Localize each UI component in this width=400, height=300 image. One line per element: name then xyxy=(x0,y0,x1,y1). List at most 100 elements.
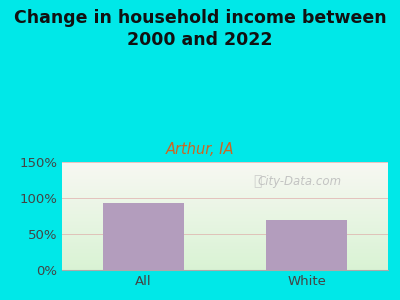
Bar xyxy=(62,214,388,215)
Bar xyxy=(62,219,388,220)
Bar xyxy=(62,183,388,184)
Bar xyxy=(62,248,388,249)
Bar xyxy=(62,227,388,228)
Bar xyxy=(62,265,388,266)
Bar xyxy=(103,203,184,270)
Bar xyxy=(62,203,388,204)
Bar xyxy=(62,168,388,169)
Bar xyxy=(62,198,388,199)
Bar xyxy=(62,263,388,264)
Bar xyxy=(62,228,388,229)
Bar xyxy=(62,213,388,214)
Bar xyxy=(62,262,388,263)
Bar xyxy=(62,255,388,256)
Bar xyxy=(62,209,388,210)
Bar xyxy=(62,215,388,216)
Bar xyxy=(62,164,388,165)
Bar xyxy=(62,229,388,230)
Text: City-Data.com: City-Data.com xyxy=(258,175,342,188)
Bar xyxy=(62,222,388,223)
Text: Change in household income between
2000 and 2022: Change in household income between 2000 … xyxy=(14,9,386,49)
Bar xyxy=(62,257,388,258)
Bar xyxy=(62,173,388,174)
Bar xyxy=(62,231,388,232)
Bar xyxy=(62,190,388,191)
Bar xyxy=(62,199,388,200)
Bar xyxy=(62,244,388,245)
Bar xyxy=(62,165,388,166)
Bar xyxy=(62,269,388,270)
Bar xyxy=(62,237,388,238)
Bar xyxy=(62,226,388,227)
Bar xyxy=(62,216,388,217)
Bar xyxy=(62,194,388,195)
Bar xyxy=(62,182,388,183)
Bar xyxy=(266,220,347,270)
Bar xyxy=(62,185,388,186)
Bar xyxy=(62,254,388,255)
Bar xyxy=(62,238,388,239)
Bar xyxy=(62,242,388,243)
Bar xyxy=(62,172,388,173)
Bar xyxy=(62,186,388,187)
Bar xyxy=(62,233,388,234)
Bar xyxy=(62,250,388,251)
Bar xyxy=(62,236,388,237)
Bar xyxy=(62,251,388,252)
Bar xyxy=(62,180,388,181)
Bar xyxy=(62,249,388,250)
Bar xyxy=(62,218,388,219)
Bar xyxy=(62,241,388,242)
Bar xyxy=(62,260,388,261)
Bar xyxy=(62,234,388,235)
Bar xyxy=(62,224,388,225)
Bar xyxy=(62,212,388,213)
Bar xyxy=(62,178,388,179)
Bar xyxy=(62,171,388,172)
Bar xyxy=(62,264,388,265)
Text: ⦾: ⦾ xyxy=(254,174,262,188)
Bar xyxy=(62,235,388,236)
Bar xyxy=(62,223,388,224)
Bar xyxy=(62,162,388,163)
Bar xyxy=(62,169,388,170)
Bar xyxy=(62,268,388,269)
Bar xyxy=(62,193,388,194)
Text: Arthur, IA: Arthur, IA xyxy=(166,142,234,158)
Bar xyxy=(62,197,388,198)
Bar xyxy=(62,167,388,168)
Bar xyxy=(62,195,388,196)
Bar xyxy=(62,217,388,218)
Bar xyxy=(62,200,388,201)
Bar xyxy=(62,232,388,233)
Bar xyxy=(62,210,388,211)
Bar xyxy=(62,258,388,259)
Bar xyxy=(62,240,388,241)
Bar xyxy=(62,221,388,222)
Bar xyxy=(62,191,388,192)
Bar xyxy=(62,207,388,208)
Bar xyxy=(62,245,388,246)
Bar xyxy=(62,166,388,167)
Bar xyxy=(62,230,388,231)
Bar xyxy=(62,179,388,180)
Bar xyxy=(62,189,388,190)
Bar xyxy=(62,187,388,188)
Bar xyxy=(62,247,388,248)
Bar xyxy=(62,261,388,262)
Bar xyxy=(62,184,388,185)
Bar xyxy=(62,208,388,209)
Bar xyxy=(62,239,388,240)
Bar xyxy=(62,181,388,182)
Bar xyxy=(62,220,388,221)
Bar xyxy=(62,266,388,267)
Bar xyxy=(62,259,388,260)
Bar xyxy=(62,256,388,257)
Bar xyxy=(62,225,388,226)
Bar xyxy=(62,253,388,254)
Bar xyxy=(62,201,388,202)
Bar xyxy=(62,163,388,164)
Bar xyxy=(62,252,388,253)
Bar xyxy=(62,267,388,268)
Bar xyxy=(62,188,388,189)
